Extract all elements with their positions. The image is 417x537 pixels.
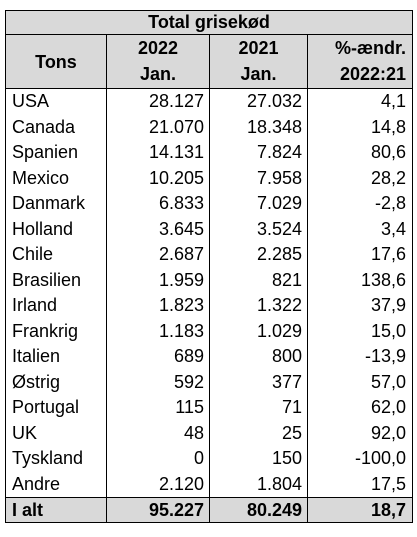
pct-change-cell: 62,0 bbox=[307, 395, 413, 421]
value-2022-cell: 689 bbox=[106, 344, 210, 370]
value-2022-cell: 2.687 bbox=[106, 242, 210, 268]
value-2022-cell: 3.645 bbox=[106, 216, 210, 242]
value-2021-cell: 150 bbox=[209, 446, 308, 472]
value-2021-cell: 800 bbox=[209, 344, 308, 370]
country-cell: Irland bbox=[5, 293, 107, 319]
table-row: Italien 689 800 -13,9 bbox=[5, 344, 413, 370]
value-2022-cell: 1.183 bbox=[106, 318, 210, 344]
total-2022-value: 95.227 bbox=[106, 497, 210, 523]
value-2022-cell: 1.823 bbox=[106, 293, 210, 319]
column-header-2022-month: Jan. bbox=[106, 61, 210, 89]
value-2021-cell: 377 bbox=[209, 369, 308, 395]
pct-change-cell: -13,9 bbox=[307, 344, 413, 370]
total-label: I alt bbox=[5, 497, 107, 523]
value-2022-cell: 48 bbox=[106, 420, 210, 446]
table-row: Brasilien 1.959 821 138,6 bbox=[5, 267, 413, 293]
pct-change-cell: 17,6 bbox=[307, 242, 413, 268]
table-row: Chile 2.687 2.285 17,6 bbox=[5, 242, 413, 268]
column-header-2022-year: 2022 bbox=[106, 34, 210, 61]
pct-change-cell: -2,8 bbox=[307, 191, 413, 217]
table-row: Andre 2.120 1.804 17,5 bbox=[5, 471, 413, 498]
pct-change-cell: 4,1 bbox=[307, 88, 413, 115]
column-header-2021-year: 2021 bbox=[209, 34, 308, 61]
value-2021-cell: 7.029 bbox=[209, 191, 308, 217]
table-row: Østrig 592 377 57,0 bbox=[5, 369, 413, 395]
column-header-tons: Tons bbox=[5, 34, 107, 89]
country-cell: Italien bbox=[5, 344, 107, 370]
column-header-pct-line1: %-ændr. bbox=[307, 34, 413, 61]
value-2021-cell: 7.824 bbox=[209, 140, 308, 166]
country-cell: Andre bbox=[5, 471, 107, 498]
country-cell: Spanien bbox=[5, 140, 107, 166]
table-row: Frankrig 1.183 1.029 15,0 bbox=[5, 318, 413, 344]
country-cell: Danmark bbox=[5, 191, 107, 217]
value-2021-cell: 1.322 bbox=[209, 293, 308, 319]
country-cell: UK bbox=[5, 420, 107, 446]
total-2021-value: 80.249 bbox=[209, 497, 308, 523]
pct-change-cell: 80,6 bbox=[307, 140, 413, 166]
pct-change-cell: -100,0 bbox=[307, 446, 413, 472]
value-2022-cell: 2.120 bbox=[106, 471, 210, 498]
value-2022-cell: 1.959 bbox=[106, 267, 210, 293]
country-cell: Canada bbox=[5, 114, 107, 140]
pct-change-cell: 14,8 bbox=[307, 114, 413, 140]
value-2021-cell: 27.032 bbox=[209, 88, 308, 115]
country-cell: USA bbox=[5, 88, 107, 115]
total-row: I alt 95.227 80.249 18,7 bbox=[5, 497, 413, 523]
column-header-pct-line2: 2022:21 bbox=[307, 61, 413, 89]
table-row: UK 48 25 92,0 bbox=[5, 420, 413, 446]
country-cell: Mexico bbox=[5, 165, 107, 191]
country-cell: Østrig bbox=[5, 369, 107, 395]
value-2021-cell: 7.958 bbox=[209, 165, 308, 191]
value-2022-cell: 28.127 bbox=[106, 88, 210, 115]
table-row: USA 28.127 27.032 4,1 bbox=[5, 88, 413, 115]
value-2021-cell: 821 bbox=[209, 267, 308, 293]
value-2022-cell: 6.833 bbox=[106, 191, 210, 217]
country-cell: Frankrig bbox=[5, 318, 107, 344]
value-2022-cell: 115 bbox=[106, 395, 210, 421]
pct-change-cell: 15,0 bbox=[307, 318, 413, 344]
table-row: Tyskland 0 150 -100,0 bbox=[5, 446, 413, 472]
value-2021-cell: 71 bbox=[209, 395, 308, 421]
table-row: Spanien 14.131 7.824 80,6 bbox=[5, 140, 413, 166]
pct-change-cell: 57,0 bbox=[307, 369, 413, 395]
value-2022-cell: 0 bbox=[106, 446, 210, 472]
country-cell: Holland bbox=[5, 216, 107, 242]
value-2022-cell: 14.131 bbox=[106, 140, 210, 166]
value-2021-cell: 18.348 bbox=[209, 114, 308, 140]
table-row: Danmark 6.833 7.029 -2,8 bbox=[5, 191, 413, 217]
value-2021-cell: 3.524 bbox=[209, 216, 308, 242]
table-row: Portugal 115 71 62,0 bbox=[5, 395, 413, 421]
total-pct-change: 18,7 bbox=[307, 497, 413, 523]
value-2021-cell: 2.285 bbox=[209, 242, 308, 268]
country-cell: Chile bbox=[5, 242, 107, 268]
table-row: Mexico 10.205 7.958 28,2 bbox=[5, 165, 413, 191]
value-2021-cell: 1.804 bbox=[209, 471, 308, 498]
pct-change-cell: 37,9 bbox=[307, 293, 413, 319]
table-row: Canada 21.070 18.348 14,8 bbox=[5, 114, 413, 140]
pct-change-cell: 28,2 bbox=[307, 165, 413, 191]
pct-change-cell: 138,6 bbox=[307, 267, 413, 293]
country-cell: Tyskland bbox=[5, 446, 107, 472]
value-2022-cell: 10.205 bbox=[106, 165, 210, 191]
value-2022-cell: 21.070 bbox=[106, 114, 210, 140]
pork-export-table: Total grisekød Tons 2022 2021 %-ændr. Ja… bbox=[5, 10, 413, 523]
pct-change-cell: 92,0 bbox=[307, 420, 413, 446]
pct-change-cell: 3,4 bbox=[307, 216, 413, 242]
value-2021-cell: 25 bbox=[209, 420, 308, 446]
column-header-2021-month: Jan. bbox=[209, 61, 308, 89]
value-2022-cell: 592 bbox=[106, 369, 210, 395]
table-title: Total grisekød bbox=[5, 10, 413, 35]
country-cell: Brasilien bbox=[5, 267, 107, 293]
table-row: Irland 1.823 1.322 37,9 bbox=[5, 293, 413, 319]
value-2021-cell: 1.029 bbox=[209, 318, 308, 344]
country-cell: Portugal bbox=[5, 395, 107, 421]
table-row: Holland 3.645 3.524 3,4 bbox=[5, 216, 413, 242]
pct-change-cell: 17,5 bbox=[307, 471, 413, 498]
